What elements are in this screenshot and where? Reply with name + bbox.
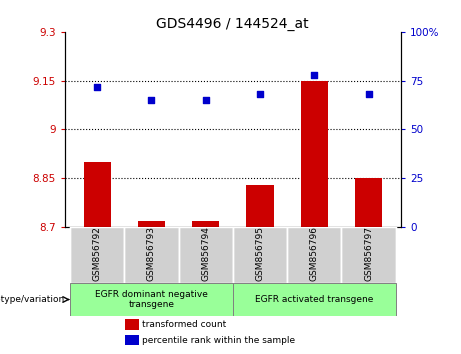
Bar <box>178 227 233 283</box>
Text: GSM856794: GSM856794 <box>201 226 210 281</box>
Bar <box>125 335 139 346</box>
Bar <box>301 81 328 227</box>
Bar <box>83 162 111 227</box>
Bar <box>138 221 165 227</box>
Text: transformed count: transformed count <box>142 320 226 329</box>
Text: GSM856797: GSM856797 <box>364 226 373 281</box>
Point <box>311 72 318 78</box>
Text: EGFR activated transgene: EGFR activated transgene <box>255 295 373 304</box>
Text: EGFR dominant negative
transgene: EGFR dominant negative transgene <box>95 290 208 309</box>
Point <box>256 91 264 97</box>
Bar <box>192 221 219 227</box>
Text: GSM856796: GSM856796 <box>310 226 319 281</box>
Bar <box>70 283 233 316</box>
Point <box>148 97 155 103</box>
Title: GDS4496 / 144524_at: GDS4496 / 144524_at <box>156 17 309 31</box>
Bar <box>355 178 382 227</box>
Bar <box>341 227 396 283</box>
Point <box>202 97 209 103</box>
Bar <box>287 227 341 283</box>
Bar <box>124 227 178 283</box>
Bar <box>246 185 273 227</box>
Text: GSM856792: GSM856792 <box>93 226 101 281</box>
Text: percentile rank within the sample: percentile rank within the sample <box>142 336 295 345</box>
Bar <box>70 227 124 283</box>
Bar <box>125 319 139 330</box>
Bar <box>233 227 287 283</box>
Bar <box>233 283 396 316</box>
Text: genotype/variation: genotype/variation <box>0 295 65 304</box>
Text: GSM856793: GSM856793 <box>147 226 156 281</box>
Point <box>94 84 101 89</box>
Text: GSM856795: GSM856795 <box>255 226 265 281</box>
Point <box>365 91 372 97</box>
